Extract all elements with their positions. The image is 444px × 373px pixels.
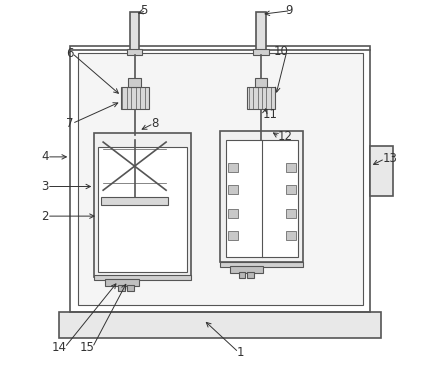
Bar bbox=[130, 13, 139, 50]
Bar bbox=[94, 275, 190, 280]
Bar bbox=[127, 285, 134, 291]
Text: 1: 1 bbox=[237, 346, 244, 359]
Bar bbox=[101, 197, 168, 205]
Bar bbox=[127, 49, 143, 55]
Text: 12: 12 bbox=[278, 130, 293, 143]
Bar bbox=[98, 147, 187, 272]
Text: 8: 8 bbox=[152, 117, 159, 130]
Text: 6: 6 bbox=[67, 47, 74, 60]
Bar bbox=[247, 272, 254, 278]
Text: 11: 11 bbox=[263, 108, 278, 121]
Bar bbox=[121, 87, 149, 109]
Bar bbox=[254, 78, 267, 87]
Bar bbox=[70, 46, 370, 312]
Bar bbox=[105, 279, 139, 286]
Bar bbox=[59, 312, 381, 338]
Bar bbox=[285, 209, 296, 218]
Bar bbox=[253, 49, 269, 55]
Bar bbox=[226, 140, 298, 257]
Text: 10: 10 bbox=[274, 45, 289, 58]
Bar bbox=[119, 285, 125, 291]
Text: 15: 15 bbox=[79, 341, 94, 354]
Bar bbox=[220, 131, 303, 262]
Text: 14: 14 bbox=[52, 341, 67, 354]
Bar bbox=[228, 209, 238, 218]
Text: 5: 5 bbox=[141, 4, 148, 17]
Text: 3: 3 bbox=[41, 180, 49, 193]
Bar bbox=[370, 146, 393, 196]
Bar bbox=[220, 261, 303, 267]
Bar bbox=[78, 53, 363, 305]
Text: 2: 2 bbox=[41, 210, 49, 223]
Bar bbox=[285, 163, 296, 172]
Bar bbox=[228, 185, 238, 194]
Bar bbox=[94, 133, 190, 277]
Text: 9: 9 bbox=[285, 4, 292, 17]
Text: 4: 4 bbox=[41, 150, 49, 163]
Bar bbox=[285, 185, 296, 194]
Text: 7: 7 bbox=[67, 117, 74, 130]
Bar bbox=[285, 231, 296, 240]
Bar bbox=[247, 87, 275, 109]
Bar bbox=[256, 13, 266, 50]
Bar bbox=[230, 266, 263, 273]
Bar bbox=[239, 272, 246, 278]
Bar bbox=[228, 231, 238, 240]
Bar bbox=[228, 163, 238, 172]
Text: 13: 13 bbox=[383, 152, 398, 165]
Bar bbox=[128, 78, 141, 87]
